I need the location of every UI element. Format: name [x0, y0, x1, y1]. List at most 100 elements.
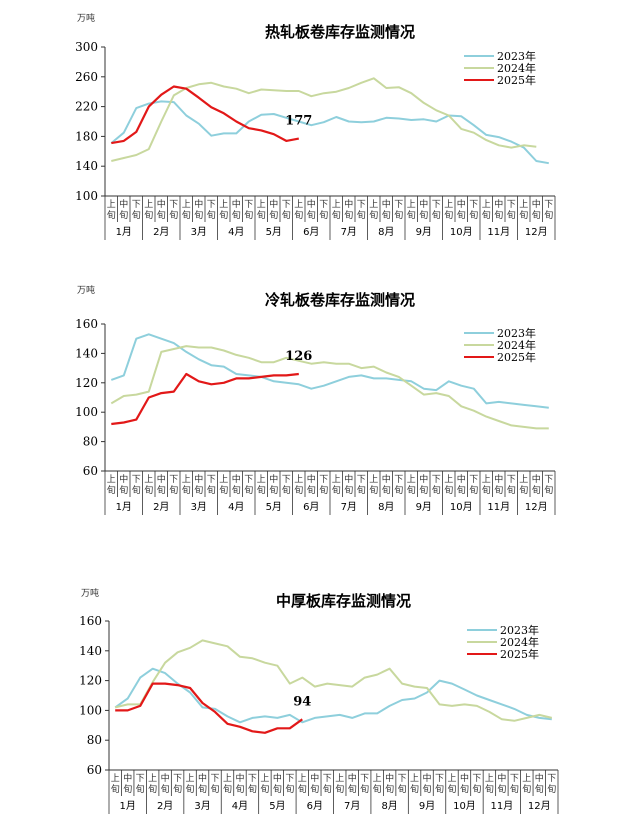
x-subperiod-label: 下旬	[357, 475, 366, 496]
y-unit-label: 万吨	[77, 284, 95, 296]
x-subperiod-label: 上旬	[482, 474, 491, 496]
x-subperiod-label: 上旬	[182, 199, 191, 221]
x-subperiod-label: 上旬	[219, 199, 228, 221]
x-subperiod-label: 上旬	[369, 474, 378, 496]
x-subperiod-label: 上旬	[522, 773, 531, 795]
x-subperiod-label: 中旬	[235, 772, 244, 795]
y-tick-label: 120	[79, 674, 102, 688]
x-month-label: 12月	[525, 501, 548, 513]
y-tick-label: 80	[83, 435, 98, 449]
x-subperiod-label: 中旬	[273, 772, 282, 795]
x-subperiod-label: 下旬	[432, 475, 441, 496]
x-month-label: 6月	[303, 226, 319, 238]
legend-entry: 2023年	[497, 326, 536, 340]
series-line-2025年	[111, 372, 299, 426]
x-subperiod-label: 中旬	[310, 772, 319, 795]
x-month-label: 4月	[232, 800, 248, 812]
x-month-label: 2月	[153, 501, 169, 513]
x-month-label: 10月	[453, 800, 476, 812]
x-subperiod-label: 中旬	[423, 772, 432, 795]
x-subperiod-label: 上旬	[294, 474, 303, 496]
x-month-label: 5月	[269, 800, 285, 812]
x-subperiod-label: 中旬	[494, 198, 503, 221]
x-subperiod-label: 中旬	[419, 198, 428, 221]
x-month-label: 3月	[191, 226, 207, 238]
x-subperiod-label: 下旬	[547, 774, 556, 795]
legend-entry: 2025年	[497, 350, 536, 364]
x-month-label: 8月	[378, 501, 394, 513]
x-subperiod-label: 中旬	[457, 198, 466, 221]
x-subperiod-label: 上旬	[186, 773, 195, 795]
x-subperiod-label: 上旬	[519, 474, 528, 496]
chart-title: 冷轧板卷库存监测情况	[265, 291, 415, 309]
x-subperiod-label: 下旬	[211, 774, 220, 795]
y-tick-label: 80	[87, 733, 102, 747]
legend-entry: 2025年	[500, 647, 539, 661]
x-subperiod-label: 中旬	[123, 772, 132, 795]
x-subperiod-label: 下旬	[207, 200, 216, 221]
x-subperiod-label: 上旬	[332, 199, 341, 221]
x-subperiod-label: 下旬	[173, 774, 182, 795]
x-subperiod-label: 上旬	[294, 199, 303, 221]
x-subperiod-label: 下旬	[544, 200, 553, 221]
y-tick-label: 160	[79, 614, 102, 628]
x-subperiod-label: 中旬	[494, 473, 503, 496]
x-subperiod-label: 下旬	[132, 200, 141, 221]
x-subperiod-label: 上旬	[332, 474, 341, 496]
x-month-label: 10月	[450, 501, 473, 513]
y-unit-label: 万吨	[77, 12, 95, 24]
x-month-label: 7月	[341, 226, 357, 238]
latest-value-annotation: 177	[285, 114, 312, 129]
x-month-label: 2月	[157, 800, 173, 812]
x-subperiod-label: 上旬	[107, 199, 116, 221]
legend-entry: 2025年	[497, 73, 536, 87]
x-month-label: 4月	[228, 226, 244, 238]
x-subperiod-label: 中旬	[382, 198, 391, 221]
x-subperiod-label: 中旬	[497, 772, 506, 795]
x-subperiod-label: 中旬	[344, 198, 353, 221]
x-subperiod-label: 下旬	[469, 200, 478, 221]
x-subperiod-label: 中旬	[119, 198, 128, 221]
y-tick-label: 140	[75, 159, 98, 173]
x-subperiod-label: 下旬	[207, 475, 216, 496]
x-month-label: 8月	[381, 800, 397, 812]
y-tick-label: 100	[79, 703, 102, 717]
x-month-label: 9月	[416, 226, 432, 238]
x-subperiod-label: 中旬	[194, 198, 203, 221]
x-subperiod-label: 下旬	[319, 475, 328, 496]
series-line-2025年	[111, 85, 299, 145]
x-month-label: 9月	[419, 800, 435, 812]
x-subperiod-label: 中旬	[232, 198, 241, 221]
y-tick-label: 220	[75, 100, 98, 114]
x-subperiod-label: 上旬	[257, 199, 266, 221]
x-subperiod-label: 下旬	[435, 774, 444, 795]
x-subperiod-label: 下旬	[285, 774, 294, 795]
x-subperiod-label: 中旬	[307, 198, 316, 221]
series-line-2024年	[114, 639, 553, 722]
x-subperiod-label: 中旬	[232, 473, 241, 496]
y-tick-label: 300	[75, 40, 98, 54]
legend-entry: 2023年	[497, 49, 536, 63]
x-month-label: 9月	[416, 501, 432, 513]
latest-value-annotation: 126	[285, 349, 312, 364]
x-subperiod-label: 上旬	[447, 773, 456, 795]
x-subperiod-label: 中旬	[535, 772, 544, 795]
x-subperiod-label: 下旬	[319, 200, 328, 221]
chart-title: 热轧板卷库存监测情况	[265, 23, 415, 41]
x-subperiod-label: 上旬	[223, 773, 232, 795]
x-month-label: 3月	[194, 800, 210, 812]
x-month-label: 2月	[153, 226, 169, 238]
x-subperiod-label: 上旬	[144, 199, 153, 221]
x-month-label: 10月	[450, 226, 473, 238]
x-subperiod-label: 上旬	[485, 773, 494, 795]
x-subperiod-label: 下旬	[357, 200, 366, 221]
x-subperiod-label: 中旬	[194, 473, 203, 496]
y-tick-label: 260	[75, 70, 98, 84]
x-subperiod-label: 下旬	[244, 475, 253, 496]
x-month-label: 1月	[116, 226, 132, 238]
series-line-2023年	[110, 333, 549, 409]
x-month-label: 11月	[487, 501, 510, 513]
x-subperiod-label: 下旬	[510, 774, 519, 795]
x-subperiod-label: 上旬	[519, 199, 528, 221]
